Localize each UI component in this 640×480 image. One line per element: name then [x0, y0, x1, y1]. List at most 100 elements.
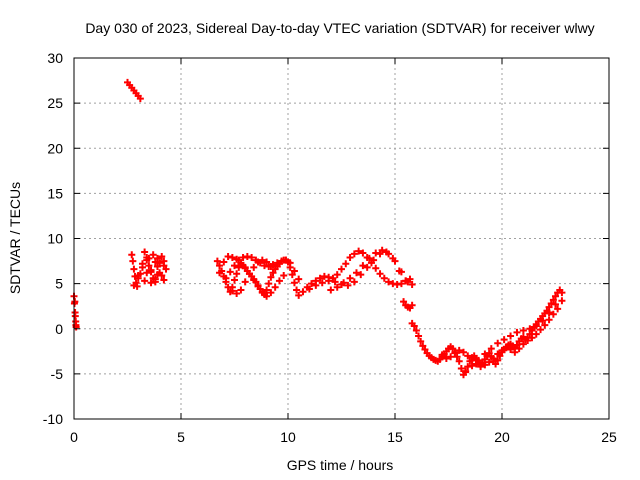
data-point: [494, 356, 502, 364]
data-point: [410, 322, 418, 330]
data-point: [134, 272, 142, 280]
data-point: [455, 346, 463, 354]
data-point: [500, 336, 508, 344]
data-point: [267, 262, 275, 270]
data-point: [494, 350, 502, 358]
data-point: [290, 267, 298, 275]
data-point: [468, 362, 476, 370]
y-tick-label: 30: [47, 50, 63, 66]
data-point: [213, 257, 221, 265]
data-point: [71, 312, 79, 320]
data-point: [487, 345, 495, 353]
data-point: [459, 348, 467, 356]
data-point: [222, 274, 230, 282]
data-point: [545, 309, 553, 317]
data-point: [162, 265, 170, 273]
data-point: [153, 262, 161, 270]
data-point: [273, 259, 281, 267]
data-point: [442, 355, 450, 363]
data-point: [228, 253, 236, 261]
data-point: [286, 259, 294, 267]
data-point: [129, 257, 137, 265]
data-point: [130, 281, 138, 289]
data-point: [380, 274, 388, 282]
data-point: [511, 348, 519, 356]
series-dip_15h: [400, 298, 416, 312]
data-point: [524, 336, 532, 344]
series-midday_arcs: [213, 253, 303, 300]
data-point: [342, 260, 350, 268]
data-point: [226, 268, 234, 276]
data-point: [145, 254, 153, 262]
data-point: [333, 271, 341, 279]
data-point: [329, 274, 337, 282]
data-point: [288, 271, 296, 279]
series-spike: [124, 78, 144, 103]
data-point: [318, 279, 326, 287]
data-point: [145, 262, 153, 270]
y-tick-label: 0: [55, 321, 63, 337]
grid-layer: [74, 58, 609, 419]
data-point: [513, 341, 521, 349]
data-point: [147, 266, 155, 274]
data-point: [71, 298, 79, 306]
data-point: [370, 256, 378, 264]
data-point: [233, 290, 241, 298]
series-afternoon_arcs: [295, 246, 416, 299]
data-point: [267, 289, 275, 297]
data-point: [481, 350, 489, 358]
data-point: [492, 360, 500, 368]
data-point: [258, 289, 266, 297]
series-early: [70, 292, 80, 331]
data-point: [464, 352, 472, 360]
series-cluster_a: [128, 248, 170, 290]
data-point: [385, 278, 393, 286]
data-point: [513, 328, 521, 336]
data-point: [235, 263, 243, 271]
data-point: [241, 263, 249, 271]
data-point: [549, 310, 557, 318]
data-point: [136, 95, 144, 103]
data-point: [372, 264, 380, 272]
data-point: [355, 247, 363, 255]
data-point: [312, 281, 320, 289]
y-tick-labels: -10 -5 0 5 10 15 20 25 30: [43, 50, 63, 427]
data-point: [532, 330, 540, 338]
data-point: [269, 269, 277, 277]
data-point: [357, 271, 365, 279]
y-axis-label: SDTVAR / TECUs: [7, 182, 23, 294]
data-point: [481, 361, 489, 369]
data-point: [305, 285, 313, 293]
data-point: [160, 276, 168, 284]
data-point: [325, 277, 333, 285]
data-point: [451, 349, 459, 357]
x-tick-label: 25: [601, 429, 617, 445]
x-tick-label: 15: [387, 429, 403, 445]
data-point: [419, 342, 427, 350]
data-point: [489, 355, 497, 363]
data-point: [494, 339, 502, 347]
data-point: [507, 332, 515, 340]
data-point: [158, 272, 166, 280]
data-point: [378, 246, 386, 254]
ticks-layer: [73, 57, 610, 420]
data-point: [263, 292, 271, 300]
y-tick-label: -5: [51, 366, 64, 382]
data-point: [151, 275, 159, 283]
data-point: [526, 325, 534, 333]
data-point: [385, 250, 393, 258]
data-point: [417, 337, 425, 345]
x-tick-label: 5: [177, 429, 185, 445]
data-point: [143, 269, 151, 277]
data-point: [519, 327, 527, 335]
y-tick-label: -10: [43, 411, 63, 427]
data-point: [267, 273, 275, 281]
data-point: [457, 364, 465, 372]
series-evening_secondary: [438, 297, 566, 375]
data-point: [295, 275, 303, 283]
data-point: [477, 363, 485, 371]
data-point: [397, 268, 405, 276]
data-point: [340, 279, 348, 287]
data-point: [333, 283, 341, 291]
